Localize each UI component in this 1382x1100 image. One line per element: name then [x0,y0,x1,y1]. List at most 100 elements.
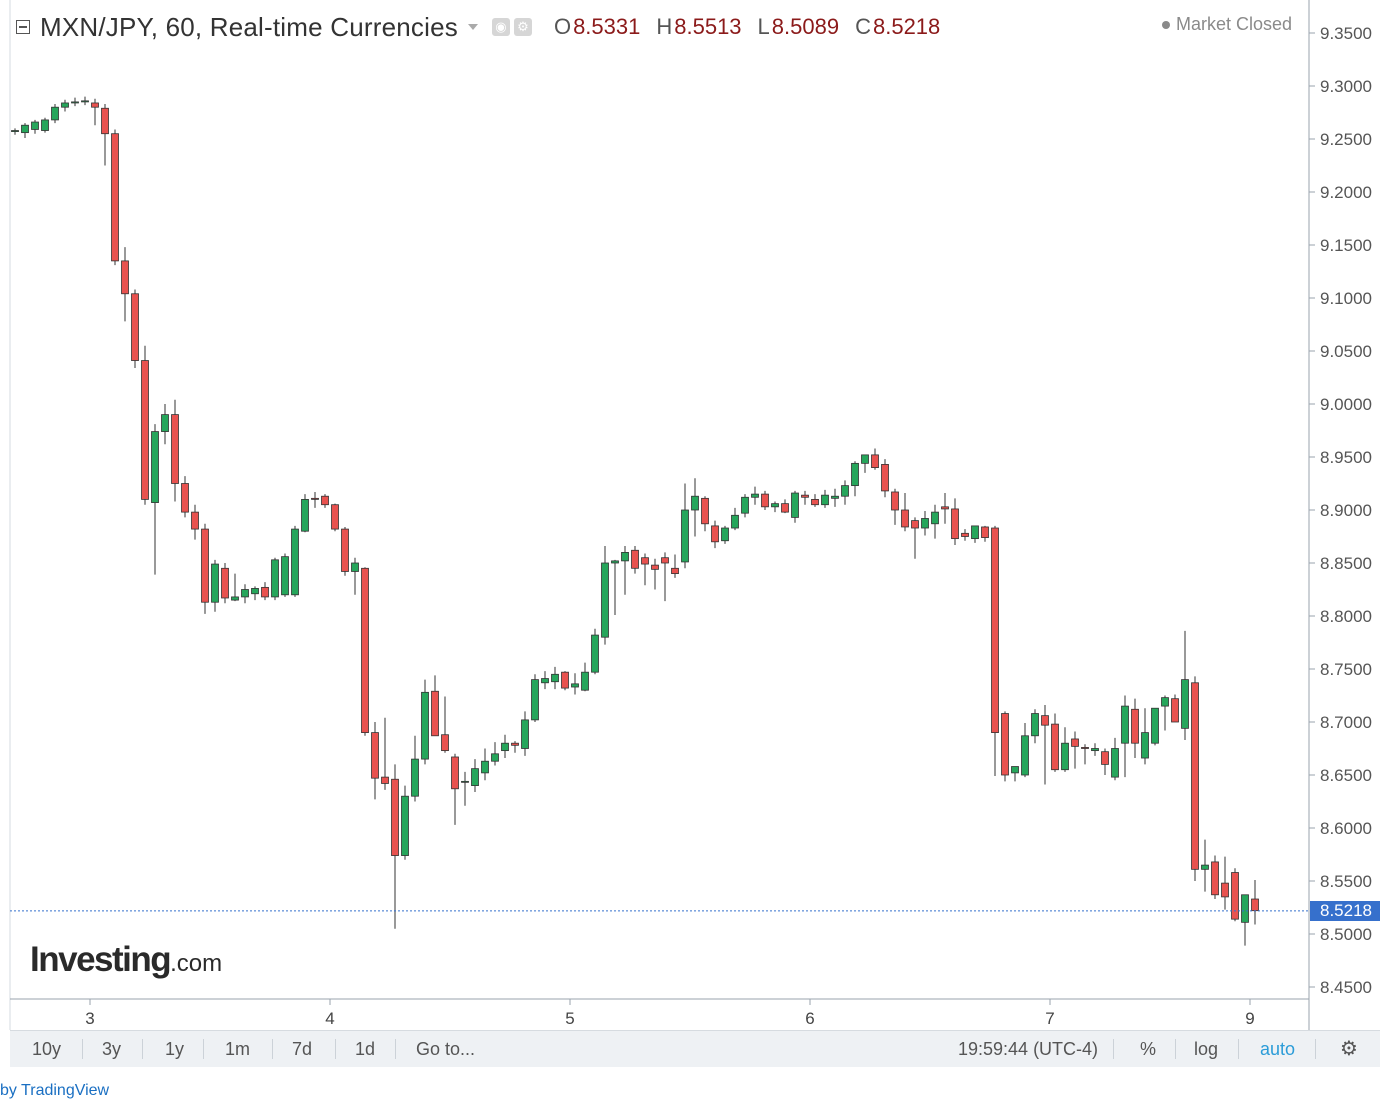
range-7d-button[interactable]: 7d [292,1039,313,1059]
candle [401,785,409,860]
candle [471,759,479,792]
percent-toggle[interactable]: % [1140,1039,1157,1059]
candle-body-up [241,589,249,598]
candle [31,119,39,134]
candle-body-down [1051,723,1059,771]
candle [231,573,239,602]
candle-body-down [111,133,119,262]
candle [461,771,469,806]
clock-readout: 19:59:44 (UTC-4) [958,1039,1099,1059]
candle [1061,727,1069,772]
candle [941,493,949,524]
candle-body-up [581,671,589,691]
price-tick-label: 9.0000 [1320,395,1372,414]
low-label: L [757,14,770,39]
candle-body-down [361,567,369,733]
price-tick-label: 8.7500 [1320,660,1372,679]
price-tick-label: 9.1000 [1320,289,1372,308]
candle [581,662,589,692]
candle [971,525,979,543]
range-3y-button[interactable]: 3y [102,1039,122,1059]
candle-body-up [611,560,619,564]
candle-body-up [751,493,759,498]
price-tick-label: 9.3000 [1320,77,1372,96]
log-toggle[interactable]: log [1194,1039,1219,1059]
candle [171,399,179,502]
candle [661,552,669,602]
collapse-icon[interactable] [16,20,30,34]
candle-body-up [841,485,849,497]
candle-body-up [351,562,359,572]
range-1y-button[interactable]: 1y [165,1039,185,1059]
candle [701,496,709,532]
candle-body-up [231,596,239,601]
candle-body-down [711,525,719,543]
candle [621,546,629,595]
candle [601,546,609,645]
last-price-tag: 8.5218 [1310,900,1380,921]
candle [441,696,449,753]
candle-body-down [761,493,769,508]
toolbar-divider [272,1039,273,1059]
candle [21,123,29,138]
candle-body-down [451,756,459,790]
candle [891,488,899,525]
close-value: 8.5218 [872,14,941,39]
range-1m-button[interactable]: 1m [225,1039,251,1059]
settings-gear-icon[interactable]: ⚙ [1340,1038,1358,1060]
candle-body-up [471,768,479,787]
range-1d-button[interactable]: 1d [355,1039,376,1059]
candle-body-up [791,492,799,518]
candle-body-down [331,504,339,530]
price-axis[interactable]: 8.4500 8.5000 8.5500 8.6000 8.6500 8.7000 8.75… [1309,24,1372,997]
candle [641,553,649,586]
candle-body-up [1061,742,1069,771]
candle [331,503,339,532]
candle-body-down [781,503,789,513]
candle [691,478,699,537]
candle-body-up [251,588,259,595]
candle-body-up [851,462,859,487]
candle-body-down [881,464,889,492]
time-tick-label: 7 [1045,1009,1054,1028]
gear-icon[interactable]: ⚙ [513,18,532,36]
candle-body-up [1011,766,1019,774]
candle-body-up [31,121,39,130]
candle-body-up [81,100,89,103]
candle-body-up [531,679,539,721]
candle [771,501,779,513]
tradingview-credit[interactable]: by TradingView [0,1082,110,1099]
price-tick-label: 8.6500 [1320,766,1372,785]
candle-body-down [1251,898,1259,912]
auto-toggle[interactable]: auto [1260,1039,1296,1059]
candle-body-up [1161,697,1169,707]
candle-body-up [571,683,579,688]
candle-body-down [121,260,129,295]
candle [241,584,249,604]
eye-icon[interactable]: ◉ [491,18,510,36]
candle-body-down [941,506,949,510]
candle-body-down [1131,708,1139,744]
candle-body-down [891,491,899,511]
candle [861,454,869,473]
candle-body-down [1231,872,1239,920]
price-tick-label: 8.8000 [1320,607,1372,626]
candle [911,517,919,559]
candle [191,504,199,540]
candle [1211,855,1219,900]
chevron-down-icon[interactable] [467,24,478,30]
time-axis[interactable]: 3 4 5 6 7 9 [85,999,1255,1028]
candle [251,586,259,601]
candle [421,679,429,765]
low-value: 8.5089 [771,14,840,39]
range-10y-button[interactable]: 10y [32,1039,62,1059]
candle-body-down [91,102,99,108]
open-label: O [553,14,572,39]
candle [1171,694,1179,723]
candle [1221,856,1229,910]
candle-body-down [1221,882,1229,898]
candle [111,129,119,266]
bottom-toolbar: 10y 3y 1y 1m 7d 1d Go to... 19:59:44 (UT… [10,1030,1380,1067]
goto-button[interactable]: Go to... [416,1039,476,1059]
